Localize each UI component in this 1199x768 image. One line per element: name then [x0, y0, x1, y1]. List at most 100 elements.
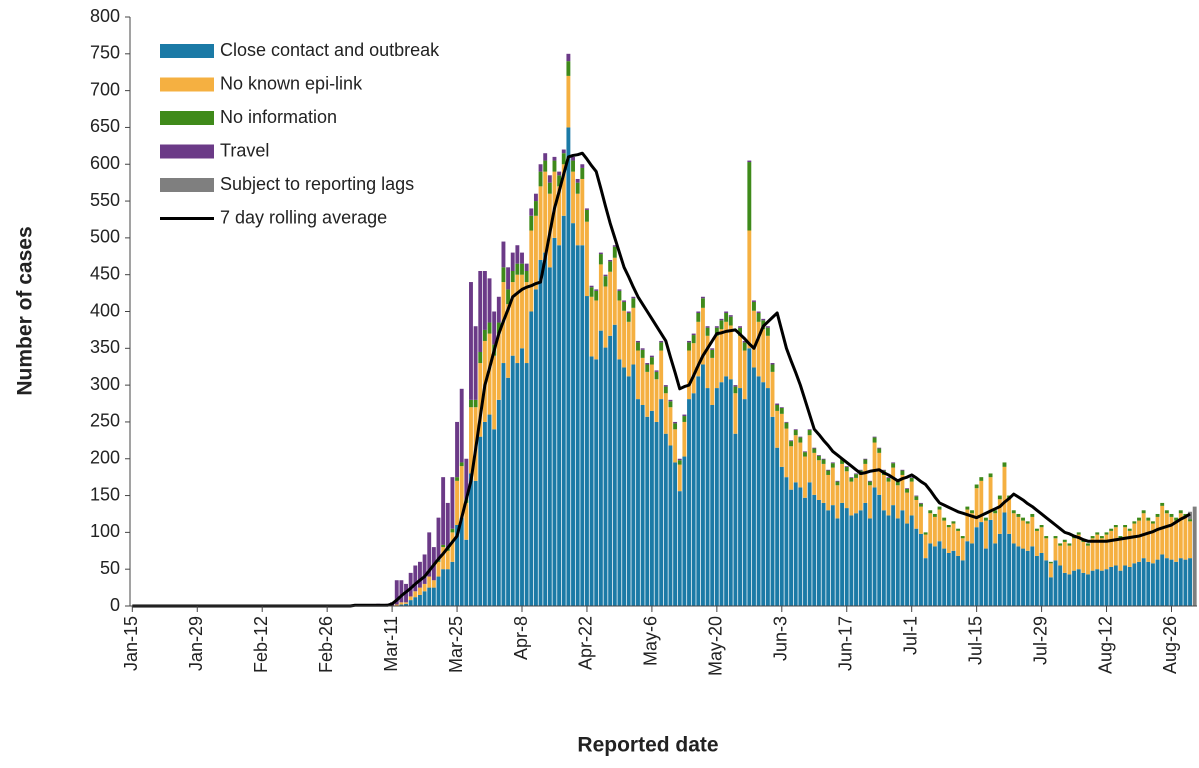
bar-segment — [691, 343, 696, 394]
bar-segment — [830, 463, 835, 468]
bar-segment — [909, 477, 914, 478]
bar-segment — [1109, 528, 1114, 531]
bar-segment — [1053, 536, 1058, 539]
bar-segment — [580, 164, 585, 168]
bar-segment — [1164, 558, 1169, 606]
bar-segment — [974, 488, 979, 528]
bar-segment — [682, 456, 687, 606]
bar-segment — [1090, 536, 1095, 539]
bar-segment — [413, 597, 418, 606]
bar-segment — [626, 376, 631, 606]
bar-segment — [812, 452, 817, 495]
bar-segment — [1174, 520, 1179, 562]
bar-segment — [617, 359, 622, 606]
bar-segment — [668, 445, 673, 606]
bar-segment — [580, 245, 585, 607]
bar-segment — [673, 429, 678, 463]
x-tick-label: Feb-26 — [316, 616, 336, 673]
bar-segment — [473, 326, 478, 400]
bar-segment — [965, 506, 970, 510]
bar-segment — [682, 416, 687, 422]
bar-segment — [914, 528, 919, 606]
bar-segment — [529, 208, 534, 216]
bar-segment — [821, 459, 826, 464]
bar-segment — [608, 335, 613, 606]
bar-segment — [867, 480, 872, 482]
bar-segment — [742, 342, 747, 351]
bar-segment — [775, 403, 780, 406]
bar-segment — [1104, 569, 1109, 606]
bar-segment — [575, 245, 580, 607]
bar-segment — [891, 462, 896, 464]
bar-segment — [538, 171, 543, 187]
bar-segment — [1169, 559, 1174, 606]
bar-segment — [1090, 538, 1095, 571]
bar-segment — [765, 327, 770, 336]
bar-segment — [1011, 513, 1016, 544]
bar-segment — [677, 458, 682, 461]
bar-segment — [557, 175, 562, 187]
bar-segment — [1123, 565, 1128, 606]
bar-segment — [835, 481, 840, 486]
bar-segment — [1178, 558, 1183, 606]
bar-segment — [571, 171, 575, 224]
x-tick-label: May-20 — [706, 616, 726, 676]
bar-segment — [455, 421, 460, 478]
bar-segment — [821, 463, 826, 503]
bar-segment — [524, 282, 529, 364]
bar-segment — [793, 435, 798, 483]
y-tick-label: 100 — [90, 521, 120, 541]
bar-segment — [566, 75, 571, 128]
bar-segment — [942, 520, 947, 549]
bar-segment — [872, 442, 877, 488]
bar-segment — [923, 534, 928, 559]
bar-segment — [872, 487, 877, 606]
bar-segment — [965, 509, 970, 542]
bar-segment — [408, 572, 413, 597]
bar-segment — [469, 282, 473, 400]
bar-segment — [1192, 506, 1197, 606]
bar-segment — [1169, 516, 1174, 560]
bar-segment — [821, 458, 826, 460]
bar-segment — [654, 379, 659, 422]
bar-segment — [858, 510, 863, 606]
bar-segment — [733, 393, 738, 434]
bar-segment — [789, 440, 794, 442]
bar-segment — [1048, 577, 1053, 606]
bar-segment — [436, 561, 441, 577]
bar-segment — [417, 561, 422, 588]
bar-segment — [752, 301, 756, 311]
bar-segment — [803, 497, 807, 606]
bar-segment — [1058, 545, 1063, 566]
bar-segment — [478, 271, 483, 352]
bar-segment — [394, 580, 399, 605]
bar-segment — [538, 259, 543, 606]
bar-segment — [779, 466, 784, 606]
bar-segment — [844, 471, 849, 509]
bar-segment — [979, 480, 984, 523]
bar-segment — [830, 462, 835, 464]
bar-segment — [1155, 559, 1160, 606]
bar-segment — [1113, 565, 1118, 606]
bar-segment — [738, 335, 742, 389]
bar-segment — [770, 364, 775, 372]
bar-segment — [770, 416, 775, 606]
x-tick-label: Aug-12 — [1095, 616, 1115, 674]
bar-segment — [1002, 512, 1007, 606]
bar-segment — [547, 182, 552, 194]
bar-segment — [1067, 574, 1072, 606]
bar-segment — [552, 160, 557, 172]
bar-segment — [496, 296, 501, 323]
bar-segment — [793, 430, 798, 436]
bar-segment — [1113, 527, 1118, 566]
bar-segment — [854, 474, 858, 478]
bar-segment — [450, 477, 455, 529]
bar-segment — [1178, 513, 1183, 559]
bar-segment — [1053, 560, 1058, 606]
bar-segment — [844, 466, 849, 472]
bar-segment — [487, 414, 492, 606]
bar-segment — [1048, 563, 1053, 578]
bar-segment — [622, 367, 627, 606]
bar-segment — [543, 160, 548, 172]
bar-segment — [821, 502, 826, 606]
